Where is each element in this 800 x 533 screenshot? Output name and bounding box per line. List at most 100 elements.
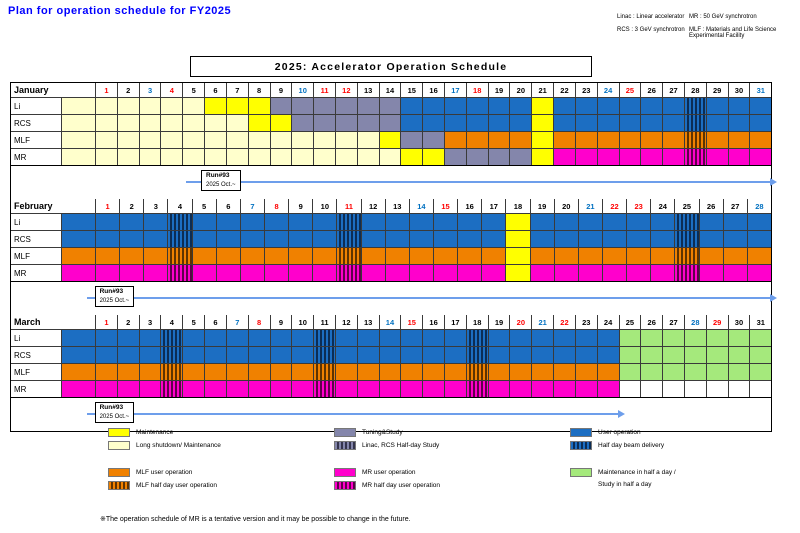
schedule-cell xyxy=(182,132,205,148)
schedule-cell xyxy=(422,364,444,380)
schedule-cell xyxy=(698,248,723,264)
legend-label-line2: Study in half a day xyxy=(598,481,652,488)
month-label: March xyxy=(14,317,41,327)
schedule-cell xyxy=(601,248,627,264)
schedule-cell xyxy=(182,364,205,380)
schedule-cell xyxy=(481,231,506,247)
schedule-cell xyxy=(247,115,270,131)
day-number: 20 xyxy=(553,199,578,213)
abbr-mr: MR : 50 GeV synchrotron xyxy=(689,14,757,20)
schedule-cell xyxy=(465,381,488,397)
schedule-cell xyxy=(291,98,314,114)
schedule-cell xyxy=(705,132,728,148)
day-number: 3 xyxy=(138,315,161,329)
schedule-cell xyxy=(191,248,216,264)
schedule-cell xyxy=(553,98,575,114)
schedule-cell xyxy=(116,381,139,397)
day-number: 18 xyxy=(465,83,488,97)
facility-row-mlf: MLF xyxy=(11,247,771,264)
run-period-label: 2025 Oct.~ xyxy=(99,297,130,304)
day-number: 4 xyxy=(167,199,191,213)
day-number: 19 xyxy=(487,83,510,97)
day-number: 11 xyxy=(313,83,335,97)
schedule-cell xyxy=(182,98,205,114)
schedule-cell xyxy=(727,149,750,165)
schedule-cell xyxy=(360,265,385,281)
month-grid: March 1 2 3 4 5 6 7 8 9 10 11 12 13 14 15 16 17 18 19 20 21 22… xyxy=(11,315,772,398)
schedule-cell xyxy=(408,248,433,264)
month-header-row: February 1 2 3 4 5 6 7 8 9 10 11 12 13 14 15 16 17 18 19 20 2… xyxy=(11,199,771,213)
schedule-cell xyxy=(384,214,409,230)
schedule-cell xyxy=(529,214,554,230)
schedule-cell xyxy=(204,347,226,363)
schedule-cell xyxy=(215,231,240,247)
schedule-cell xyxy=(116,149,139,165)
schedule-cell xyxy=(160,149,183,165)
legend-entry: Maintenance xyxy=(108,428,334,437)
schedule-cell xyxy=(749,364,772,380)
schedule-cell xyxy=(749,330,772,346)
schedule-cell xyxy=(509,330,532,346)
schedule-cell xyxy=(167,214,192,230)
schedule-cell xyxy=(727,364,750,380)
schedule-cell xyxy=(640,330,663,346)
schedule-cell xyxy=(269,149,292,165)
schedule-cell xyxy=(596,115,619,131)
schedule-cell xyxy=(577,248,602,264)
schedule-cell xyxy=(596,330,619,346)
row-label-rcs: RCS xyxy=(14,234,31,244)
day-number: 16 xyxy=(457,199,481,213)
day-number: 6 xyxy=(204,315,226,329)
legend: Maintenance Long shutdown/ Maintenance Tun… xyxy=(108,428,795,490)
day-number: 8 xyxy=(247,315,270,329)
schedule-cell xyxy=(531,115,554,131)
schedule-cell xyxy=(160,330,183,346)
legend-entry: MLF half day user operation xyxy=(108,481,334,490)
facility-row-li: Li xyxy=(11,97,772,114)
legend-group-1: Maintenance Long shutdown/ Maintenance xyxy=(108,428,334,450)
schedule-cell xyxy=(553,149,575,165)
schedule-cell xyxy=(727,132,750,148)
schedule-cell xyxy=(138,381,161,397)
schedule-cell xyxy=(95,381,117,397)
schedule-cell xyxy=(422,115,444,131)
schedule-cell xyxy=(553,381,575,397)
schedule-cell xyxy=(749,381,772,397)
prev-month-cell xyxy=(61,364,95,380)
schedule-cell xyxy=(574,347,597,363)
mr_user-swatch xyxy=(334,468,356,477)
schedule-cell xyxy=(291,330,314,346)
page-title: Plan for operation schedule for FY2025 xyxy=(8,5,232,17)
facility-row-li: Li xyxy=(11,329,772,346)
schedule-cell xyxy=(618,115,641,131)
day-number: 12 xyxy=(334,315,357,329)
schedule-cell xyxy=(444,330,466,346)
schedule-cell xyxy=(143,265,168,281)
legend-group-3: User operation Half day beam delivery xyxy=(570,428,795,450)
day-number: 8 xyxy=(263,199,288,213)
schedule-cell xyxy=(384,231,409,247)
schedule-cell xyxy=(247,347,270,363)
schedule-cell xyxy=(705,381,728,397)
schedule-cell xyxy=(574,364,597,380)
day-number: 29 xyxy=(705,83,728,97)
schedule-cell xyxy=(531,132,554,148)
abbreviation-line-2: RCS : 3 GeV synchrotron MLF : Materials … xyxy=(617,27,792,40)
schedule-cell xyxy=(650,231,675,247)
schedule-cell xyxy=(505,265,530,281)
day-number: 15 xyxy=(400,83,422,97)
day-number: 18 xyxy=(465,315,488,329)
schedule-cell xyxy=(465,132,488,148)
schedule-cell xyxy=(444,132,466,148)
schedule-cell xyxy=(722,231,747,247)
schedule-cell xyxy=(334,330,357,346)
prev-month-cell xyxy=(61,115,95,131)
month-header-row: January 1 2 3 4 5 6 7 8 9 10 11 12 13 14 15 16 17 18 19 20 21… xyxy=(11,83,771,97)
run-label-box: Run#93 2025 Oct.~ xyxy=(94,286,135,307)
row-label-mlf: MLF xyxy=(14,135,30,145)
schedule-cell xyxy=(722,248,747,264)
schedule-cell xyxy=(334,149,357,165)
arrow-head-icon xyxy=(770,294,777,302)
schedule-cell xyxy=(640,98,663,114)
schedule-cell xyxy=(509,381,532,397)
